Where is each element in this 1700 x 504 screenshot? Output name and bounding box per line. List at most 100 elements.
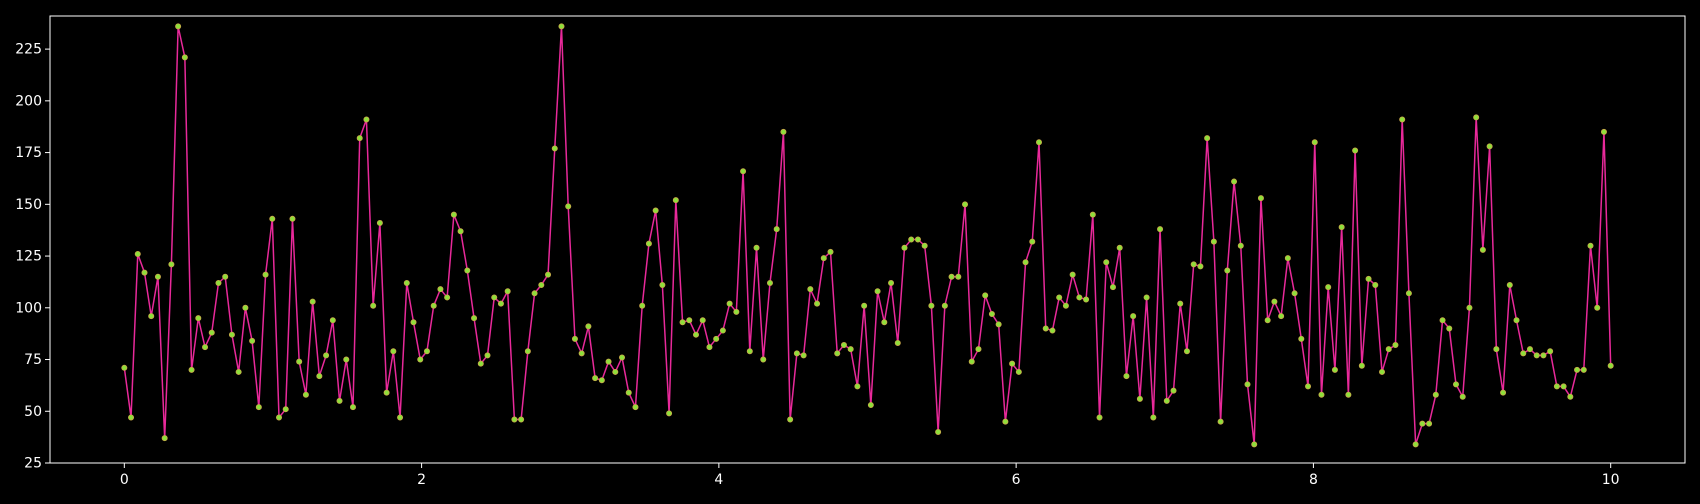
data-point xyxy=(1587,242,1594,249)
data-point xyxy=(766,279,773,286)
data-point xyxy=(1204,135,1211,142)
data-point xyxy=(484,352,491,359)
data-point xyxy=(1083,296,1090,303)
data-point xyxy=(666,410,673,417)
data-point xyxy=(578,350,585,357)
data-point xyxy=(928,302,935,309)
data-point xyxy=(390,348,397,355)
data-point xyxy=(1190,261,1197,268)
data-point xyxy=(1473,114,1480,121)
data-point xyxy=(397,414,404,421)
data-point xyxy=(1452,381,1459,388)
data-point xyxy=(988,310,995,317)
y-tick-label: 150 xyxy=(15,197,42,213)
data-point xyxy=(1486,143,1493,150)
data-point xyxy=(753,244,760,251)
data-point xyxy=(1022,259,1029,266)
data-point xyxy=(282,406,289,413)
data-point xyxy=(1036,139,1043,146)
data-point xyxy=(450,211,457,218)
data-point xyxy=(343,356,350,363)
data-point xyxy=(1405,290,1412,297)
data-point xyxy=(740,168,747,175)
data-point xyxy=(551,145,558,152)
data-point xyxy=(1372,282,1379,289)
data-point xyxy=(840,342,847,349)
data-point xyxy=(995,321,1002,328)
data-point xyxy=(181,54,188,61)
data-point xyxy=(1607,362,1614,369)
data-point xyxy=(464,267,471,274)
data-point xyxy=(222,273,229,280)
data-point xyxy=(1580,366,1587,373)
data-point xyxy=(881,319,888,326)
data-point xyxy=(975,346,982,353)
y-tick-label: 100 xyxy=(15,300,42,316)
data-point xyxy=(1533,352,1540,359)
data-point xyxy=(1432,391,1439,398)
data-point xyxy=(323,352,330,359)
data-point xyxy=(215,279,222,286)
data-point xyxy=(1076,294,1083,301)
data-point xyxy=(1311,139,1318,146)
data-point xyxy=(1015,368,1022,375)
data-point xyxy=(329,317,336,324)
data-point xyxy=(1325,284,1332,291)
data-point xyxy=(1096,414,1103,421)
data-point xyxy=(1345,391,1352,398)
data-point xyxy=(1493,346,1500,353)
data-point xyxy=(1426,420,1433,427)
data-point xyxy=(807,286,814,293)
data-point xyxy=(128,414,135,421)
data-point xyxy=(693,331,700,338)
data-point xyxy=(141,269,148,276)
data-point xyxy=(1062,302,1069,309)
data-point xyxy=(935,428,942,435)
data-point xyxy=(1526,346,1533,353)
data-point xyxy=(1231,178,1238,185)
data-point xyxy=(524,348,531,355)
data-point xyxy=(679,319,686,326)
data-point xyxy=(1513,317,1520,324)
data-point xyxy=(255,404,262,411)
data-point xyxy=(430,302,437,309)
data-point xyxy=(1594,304,1601,311)
data-point xyxy=(148,313,155,320)
y-tick-label: 50 xyxy=(24,404,42,420)
data-point xyxy=(874,288,881,295)
data-point xyxy=(363,116,370,123)
data-point xyxy=(558,23,565,30)
data-point xyxy=(356,135,363,142)
data-point xyxy=(1298,335,1305,342)
plot-frame xyxy=(49,15,1686,464)
data-point xyxy=(1419,420,1426,427)
data-point xyxy=(699,317,706,324)
data-point xyxy=(336,397,343,404)
data-point xyxy=(787,416,794,423)
data-point xyxy=(914,236,921,243)
data-point xyxy=(1029,238,1036,245)
data-point xyxy=(632,404,639,411)
data-point xyxy=(834,350,841,357)
x-tick-label: 4 xyxy=(714,472,723,488)
data-point xyxy=(1257,195,1264,202)
data-point xyxy=(262,271,269,278)
data-point xyxy=(625,389,632,396)
data-point xyxy=(867,402,874,409)
data-point xyxy=(1553,383,1560,390)
x-tick-label: 6 xyxy=(1012,472,1021,488)
data-point xyxy=(1338,224,1345,231)
data-point xyxy=(491,294,498,301)
data-point xyxy=(235,368,242,375)
data-point xyxy=(1217,418,1224,425)
data-point xyxy=(276,414,283,421)
y-axis: 25 50 75 100 125 150 175 200 225 xyxy=(15,42,50,472)
data-point xyxy=(639,302,646,309)
data-point xyxy=(733,308,740,315)
data-point xyxy=(645,240,652,247)
data-point xyxy=(1056,294,1063,301)
data-point xyxy=(1251,441,1258,448)
data-point xyxy=(1318,391,1325,398)
data-point xyxy=(161,435,168,442)
data-point xyxy=(1459,393,1466,400)
